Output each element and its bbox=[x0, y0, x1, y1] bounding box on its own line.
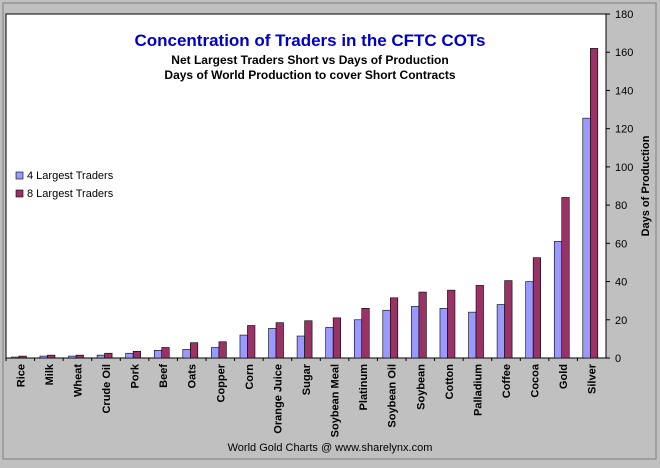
bar-sugar-8-largest bbox=[304, 320, 313, 359]
x-tick-label-cotton: Cotton bbox=[444, 364, 456, 400]
bar-pork-4-largest bbox=[125, 352, 134, 359]
y-tick-label: 140 bbox=[615, 85, 633, 97]
bar-coffee-4-largest bbox=[496, 304, 505, 359]
y-tick-label: 180 bbox=[615, 9, 633, 21]
bar-sugar-4-largest bbox=[296, 335, 305, 359]
bar-gold-4-largest bbox=[553, 241, 563, 359]
bar-copper-8-largest bbox=[218, 341, 227, 359]
x-tick-label-crude-oil: Crude Oil bbox=[101, 364, 113, 414]
bar-gold-8-largest bbox=[561, 197, 570, 359]
bars-group bbox=[11, 48, 599, 359]
bar-milk-8-largest bbox=[47, 354, 56, 359]
x-tick-label-platinum: Platinum bbox=[358, 364, 370, 411]
bar-silver-8-largest bbox=[590, 48, 599, 359]
bar-cocoa-4-largest bbox=[525, 281, 534, 359]
bar-platinum-8-largest bbox=[361, 308, 370, 359]
bar-palladium-8-largest bbox=[475, 285, 484, 359]
bar-rice-8-largest bbox=[18, 355, 27, 359]
bar-crude-oil-4-largest bbox=[96, 354, 105, 359]
x-tick-label-cocoa: Cocoa bbox=[530, 363, 542, 398]
bar-oats-8-largest bbox=[190, 342, 199, 359]
chart-title: Concentration of Traders in the CFTC COT… bbox=[134, 31, 485, 50]
footer-credit: World Gold Charts @ www.sharelynx.com bbox=[228, 442, 433, 454]
bar-pork-8-largest bbox=[132, 351, 141, 359]
bar-corn-8-largest bbox=[247, 325, 256, 359]
x-tick-label-orange-juice: Orange Juice bbox=[272, 364, 284, 434]
chart-subtitle-2: Days of World Production to cover Short … bbox=[164, 68, 455, 82]
y-axis-title: Days of Production bbox=[640, 135, 652, 236]
legend: 4 Largest Traders 8 Largest Traders bbox=[15, 170, 114, 200]
bar-beef-8-largest bbox=[161, 347, 170, 359]
bar-soybean-meal-4-largest bbox=[325, 327, 334, 359]
chart-border bbox=[2, 2, 657, 460]
x-tick-label-oats: Oats bbox=[187, 364, 199, 388]
x-tick-label-rice: Rice bbox=[15, 364, 27, 387]
x-tick-label-copper: Copper bbox=[215, 363, 227, 402]
chart-subtitle-1: Net Largest Traders Short vs Days of Pro… bbox=[171, 53, 448, 67]
y-tick-label: 40 bbox=[615, 277, 627, 289]
bar-oats-4-largest bbox=[182, 349, 191, 359]
bar-rice-4-largest bbox=[11, 356, 20, 359]
bar-soybean-meal-8-largest bbox=[332, 317, 341, 359]
y-tick-label: 80 bbox=[615, 200, 627, 212]
bar-orange-juice-4-largest bbox=[268, 328, 277, 359]
x-tick-label-wheat: Wheat bbox=[72, 364, 84, 397]
bar-soybean-oil-4-largest bbox=[382, 309, 391, 359]
x-axis-labels: Rice Milk Wheat Crude Oil Pork Beef Oats Copper… bbox=[5, 358, 599, 437]
x-tick-label-silver: Silver bbox=[587, 363, 599, 394]
bar-palladium-4-largest bbox=[468, 311, 477, 359]
y-tick-label: 20 bbox=[615, 315, 627, 327]
x-tick-label-soybean-meal: Soybean Meal bbox=[330, 364, 342, 437]
bar-beef-4-largest bbox=[153, 350, 163, 359]
bar-cocoa-8-largest bbox=[532, 257, 541, 359]
y-tick-label: 0 bbox=[615, 353, 621, 365]
x-tick-label-sugar: Sugar bbox=[301, 363, 313, 395]
x-tick-label-gold: Gold bbox=[558, 364, 570, 389]
bar-platinum-4-largest bbox=[353, 319, 363, 359]
bar-cotton-4-largest bbox=[439, 308, 448, 359]
bar-orange-juice-8-largest bbox=[275, 322, 284, 359]
y-tick-label: 120 bbox=[615, 124, 633, 136]
bar-cotton-8-largest bbox=[447, 289, 456, 359]
bar-soybean-8-largest bbox=[418, 291, 427, 359]
legend-label-4-largest: 4 Largest Traders bbox=[27, 170, 114, 182]
legend-swatch-8-largest bbox=[15, 189, 24, 198]
bar-copper-4-largest bbox=[211, 347, 220, 359]
x-tick-label-coffee: Coffee bbox=[501, 364, 513, 398]
x-tick-label-milk: Milk bbox=[44, 363, 56, 385]
x-tick-label-pork: Pork bbox=[130, 363, 142, 388]
bar-coffee-8-largest bbox=[504, 280, 513, 359]
x-tick-label-palladium: Palladium bbox=[472, 364, 484, 416]
y-tick-label: 60 bbox=[615, 238, 627, 250]
x-tick-label-beef: Beef bbox=[158, 364, 170, 388]
bar-soybean-oil-8-largest bbox=[390, 297, 399, 359]
y-axis: 0 20 40 60 80 100 120 140 160 180 bbox=[605, 9, 633, 365]
bar-wheat-4-largest bbox=[68, 355, 77, 359]
bar-soybean-4-largest bbox=[411, 306, 420, 359]
y-tick-label: 100 bbox=[615, 162, 633, 174]
bar-wheat-8-largest bbox=[75, 354, 84, 359]
bar-crude-oil-8-largest bbox=[104, 352, 113, 359]
bar-milk-4-largest bbox=[39, 355, 48, 359]
x-tick-label-corn: Corn bbox=[244, 364, 256, 390]
legend-label-8-largest: 8 Largest Traders bbox=[27, 188, 114, 200]
x-tick-label-soybean-oil: Soybean Oil bbox=[387, 364, 399, 428]
bar-corn-4-largest bbox=[239, 334, 248, 359]
legend-swatch-4-largest bbox=[15, 171, 24, 180]
bar-silver-4-largest bbox=[582, 117, 591, 359]
y-tick-label: 160 bbox=[615, 47, 633, 59]
x-tick-label-soybean: Soybean bbox=[415, 364, 427, 410]
